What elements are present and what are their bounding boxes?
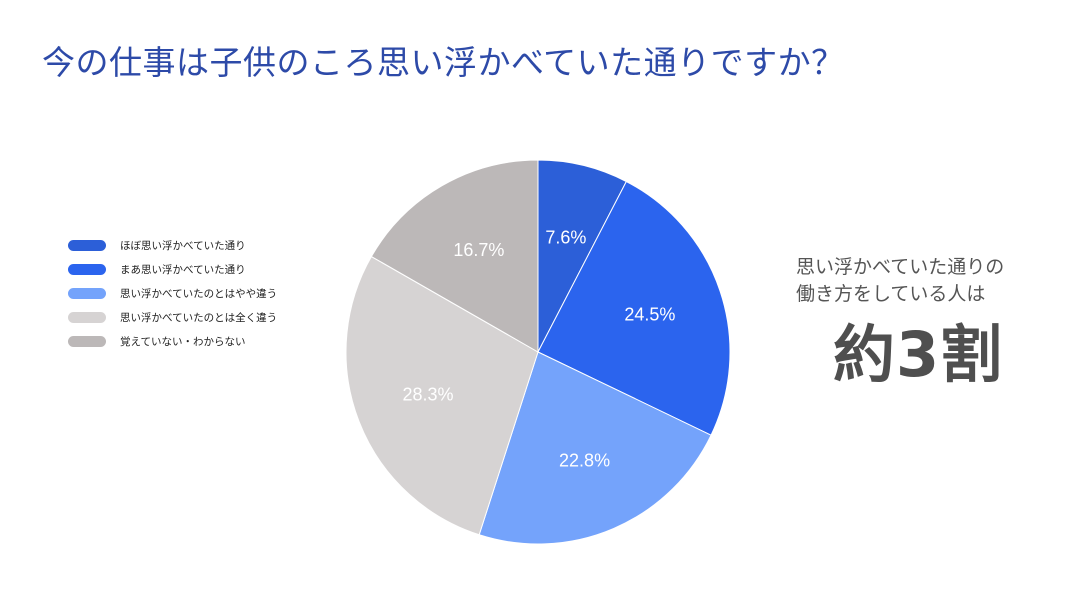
pie-slice bbox=[478, 351, 712, 545]
side-note: 思い浮かべていた通りの 働き方をしている人は bbox=[796, 254, 1004, 308]
slice-value-label: 22.8% bbox=[559, 450, 610, 470]
legend-swatch bbox=[68, 335, 106, 347]
legend-item: ほぼ思い浮かべていた通り bbox=[68, 233, 277, 257]
slice-value-label: 24.5% bbox=[624, 305, 675, 325]
legend-label: まあ思い浮かべていた通り bbox=[120, 263, 246, 276]
side-note-line-2: 働き方をしている人は bbox=[796, 283, 986, 305]
legend: ほぼ思い浮かべていた通り まあ思い浮かべていた通り 思い浮かべていたのとはやや違… bbox=[68, 233, 277, 353]
legend-swatch bbox=[68, 311, 106, 323]
slice-value-label: 16.7% bbox=[453, 240, 504, 260]
legend-swatch bbox=[68, 263, 106, 275]
legend-swatch bbox=[68, 287, 106, 299]
legend-item: まあ思い浮かべていた通り bbox=[68, 257, 277, 281]
chart-title: 今の仕事は子供のころ思い浮かべていた通りですか？ bbox=[42, 43, 845, 82]
pie-slice bbox=[345, 255, 539, 536]
headline-stat: 約3割 bbox=[833, 318, 1004, 391]
legend-label: 覚えていない・わからない bbox=[120, 335, 246, 348]
legend-item: 思い浮かべていたのとは全く違う bbox=[68, 305, 277, 329]
slice-value-label: 7.6% bbox=[545, 227, 586, 247]
legend-label: ほぼ思い浮かべていた通り bbox=[120, 239, 246, 252]
legend-swatch bbox=[68, 239, 106, 251]
pie-slice bbox=[370, 159, 539, 353]
pie-slice bbox=[537, 180, 731, 436]
slice-value-label: 28.3% bbox=[402, 385, 453, 405]
legend-item: 覚えていない・わからない bbox=[68, 329, 277, 353]
legend-label: 思い浮かべていたのとは全く違う bbox=[120, 311, 278, 324]
legend-label: 思い浮かべていたのとはやや違う bbox=[120, 287, 278, 300]
side-note-line-1: 思い浮かべていた通りの bbox=[796, 256, 1005, 278]
legend-item: 思い浮かべていたのとはやや違う bbox=[68, 281, 277, 305]
